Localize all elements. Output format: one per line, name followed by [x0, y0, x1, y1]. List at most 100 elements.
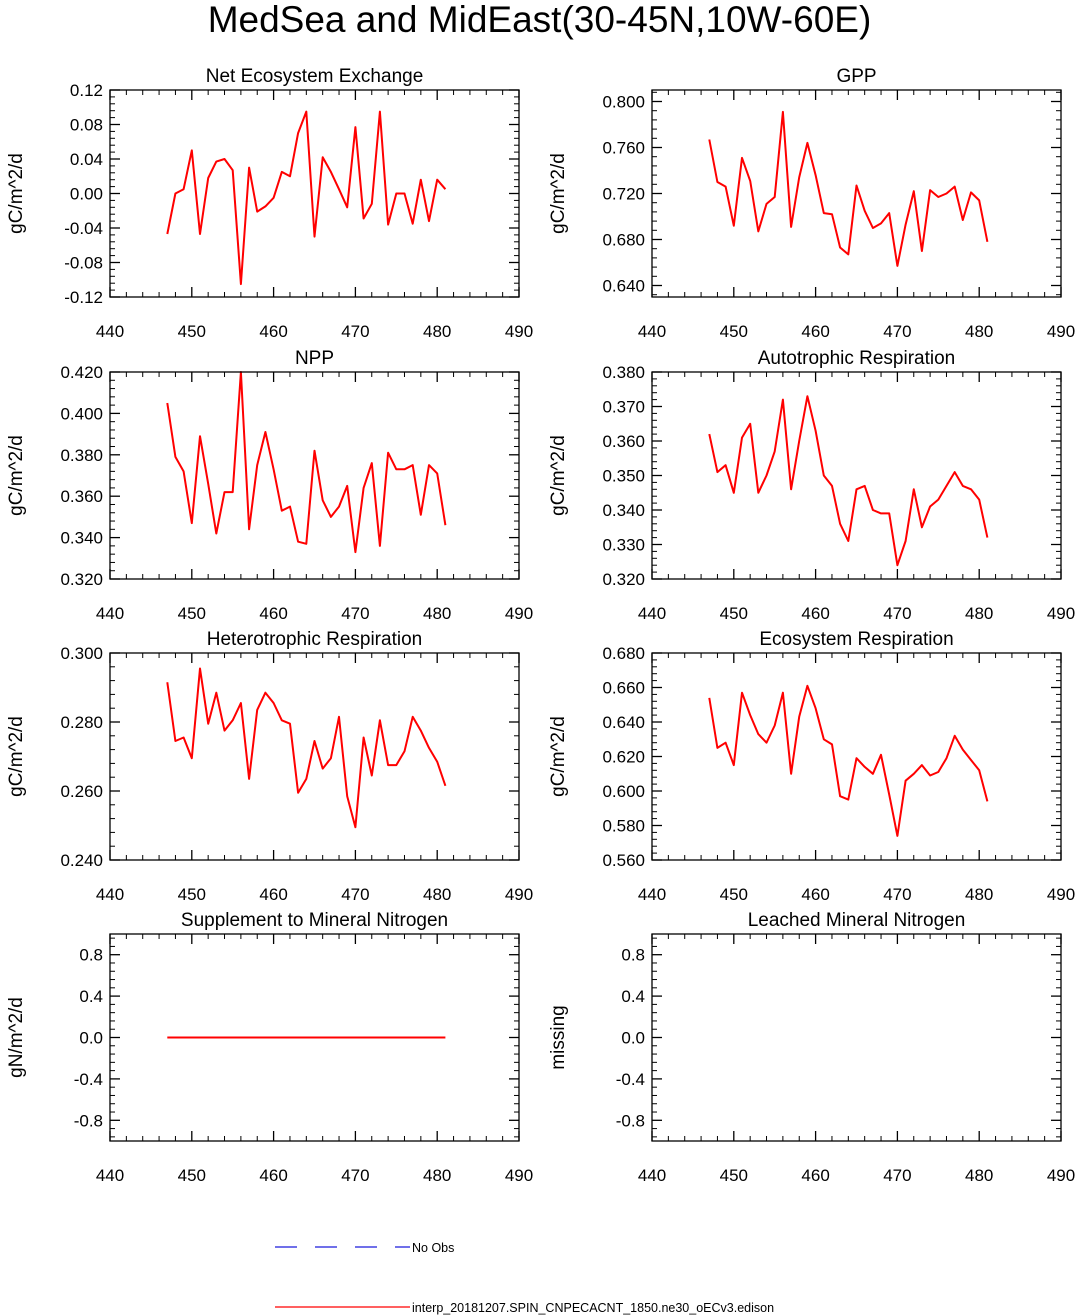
plot-frame — [109, 652, 520, 861]
series-line — [166, 371, 447, 554]
y-tick-label: 0.4 — [621, 987, 645, 1006]
y-axis-label: gC/m^2/d — [548, 716, 569, 797]
x-tick-label: 440 — [638, 1166, 666, 1185]
plot-frame — [651, 371, 1062, 580]
y-tick-label: 0.360 — [602, 432, 645, 451]
x-tick-label: 470 — [341, 885, 369, 904]
panel-title: Net Ecosystem Exchange — [206, 66, 424, 87]
x-tick-label: 480 — [965, 322, 993, 341]
chart-panel-4: Autotrophic Respiration gC/m^2/d 440 450 460… — [548, 348, 1075, 623]
y-tick-label: 0.330 — [602, 536, 645, 555]
x-tick-label: 460 — [801, 604, 829, 623]
x-tick-label: 450 — [720, 885, 748, 904]
series-line — [708, 684, 989, 837]
chart-panel-6: Ecosystem Respiration gC/m^2/d 440 450 460 47… — [548, 629, 1075, 904]
x-tick-label: 470 — [883, 885, 911, 904]
series-line — [708, 110, 989, 267]
panel-title: Leached Mineral Nitrogen — [748, 910, 966, 931]
y-tick-label: 0.800 — [602, 93, 645, 112]
x-tick-label: 450 — [720, 322, 748, 341]
y-tick-label: 0.12 — [70, 81, 103, 100]
x-tick-label: 460 — [801, 322, 829, 341]
series-line — [166, 110, 447, 286]
x-tick-label: 440 — [96, 1166, 124, 1185]
y-tick-label: 0.240 — [60, 851, 103, 870]
plot-frame — [109, 89, 520, 298]
y-tick-label: 0.400 — [60, 404, 103, 423]
x-tick-label: 460 — [259, 322, 287, 341]
x-tick-label: 480 — [965, 885, 993, 904]
y-tick-label: 0.640 — [602, 713, 645, 732]
y-tick-label: 0.300 — [60, 644, 103, 663]
plot-frame — [651, 652, 1062, 861]
y-axis-label: gC/m^2/d — [548, 153, 569, 234]
y-tick-label: 0.280 — [60, 713, 103, 732]
y-tick-label: 0.620 — [602, 748, 645, 767]
x-tick-label: 460 — [259, 604, 287, 623]
y-tick-label: 0.320 — [602, 570, 645, 589]
x-tick-label: 460 — [801, 885, 829, 904]
x-tick-label: 440 — [96, 604, 124, 623]
x-tick-label: 450 — [178, 885, 206, 904]
legend-obs-label: No Obs — [412, 1241, 454, 1255]
y-tick-label: 0.380 — [60, 446, 103, 465]
x-tick-label: 440 — [96, 885, 124, 904]
y-axis-label: gC/m^2/d — [548, 435, 569, 516]
legend: No Obs interp_20181207.SPIN_CNPECACNT_185… — [275, 1241, 774, 1315]
x-tick-label: 450 — [720, 604, 748, 623]
series-line — [166, 667, 447, 829]
x-tick-label: 440 — [638, 322, 666, 341]
y-tick-label: 0.640 — [602, 277, 645, 296]
x-tick-label: 460 — [259, 885, 287, 904]
x-tick-label: 440 — [96, 322, 124, 341]
figure-title: MedSea and MidEast(30-45N,10W-60E) — [207, 0, 872, 40]
y-tick-label: 0.370 — [602, 398, 645, 417]
x-tick-label: 470 — [883, 322, 911, 341]
x-tick-label: 470 — [883, 604, 911, 623]
x-tick-label: 490 — [1047, 322, 1075, 341]
x-tick-label: 450 — [178, 604, 206, 623]
chart-panel-7: Supplement to Mineral Nitrogen gN/m^2/d 44… — [6, 910, 533, 1185]
x-tick-label: 470 — [341, 1166, 369, 1185]
x-tick-label: 440 — [638, 885, 666, 904]
x-tick-label: 490 — [505, 1166, 533, 1185]
y-tick-label: 0.340 — [602, 501, 645, 520]
plot-frame — [109, 371, 520, 580]
panel-title: GPP — [836, 66, 876, 87]
y-axis-label: gC/m^2/d — [6, 153, 27, 234]
y-tick-label: 0.380 — [602, 363, 645, 382]
y-tick-label: 0.580 — [602, 817, 645, 836]
y-tick-label: 0.4 — [79, 987, 103, 1006]
y-tick-label: 0.600 — [602, 782, 645, 801]
y-tick-label: 0.680 — [602, 231, 645, 250]
chart-panel-8: Leached Mineral Nitrogen missing 440 450 460… — [548, 910, 1075, 1185]
panel-title: Autotrophic Respiration — [758, 348, 956, 369]
x-tick-label: 480 — [965, 1166, 993, 1185]
x-tick-label: 490 — [505, 322, 533, 341]
y-tick-label: -0.4 — [74, 1070, 103, 1089]
chart-panel-5: Heterotrophic Respiration gC/m^2/d 440 450 4… — [6, 629, 533, 904]
plot-frame — [651, 89, 1062, 298]
y-tick-label: 0.320 — [60, 570, 103, 589]
x-tick-label: 480 — [423, 885, 451, 904]
plot-frame — [109, 933, 520, 1142]
legend-model-label: interp_20181207.SPIN_CNPECACNT_1850.ne30… — [412, 1301, 774, 1315]
y-tick-label: 0.350 — [602, 467, 645, 486]
y-tick-label: -0.12 — [64, 288, 103, 307]
y-tick-label: 0.340 — [60, 529, 103, 548]
y-tick-label: 0.0 — [79, 1029, 103, 1048]
x-tick-label: 480 — [423, 322, 451, 341]
series-line — [708, 395, 989, 567]
panel-title: Heterotrophic Respiration — [207, 629, 422, 650]
y-tick-label: 0.04 — [70, 150, 103, 169]
y-tick-label: 0.680 — [602, 644, 645, 663]
y-axis-label: gN/m^2/d — [6, 997, 27, 1078]
x-tick-label: 460 — [801, 1166, 829, 1185]
x-tick-label: 450 — [720, 1166, 748, 1185]
y-tick-label: 0.0 — [621, 1029, 645, 1048]
y-tick-label: 0.720 — [602, 185, 645, 204]
x-tick-label: 470 — [341, 604, 369, 623]
chart-panel-1: Net Ecosystem Exchange gC/m^2/d 440 450 460 4… — [6, 66, 533, 341]
y-tick-label: 0.00 — [70, 185, 103, 204]
